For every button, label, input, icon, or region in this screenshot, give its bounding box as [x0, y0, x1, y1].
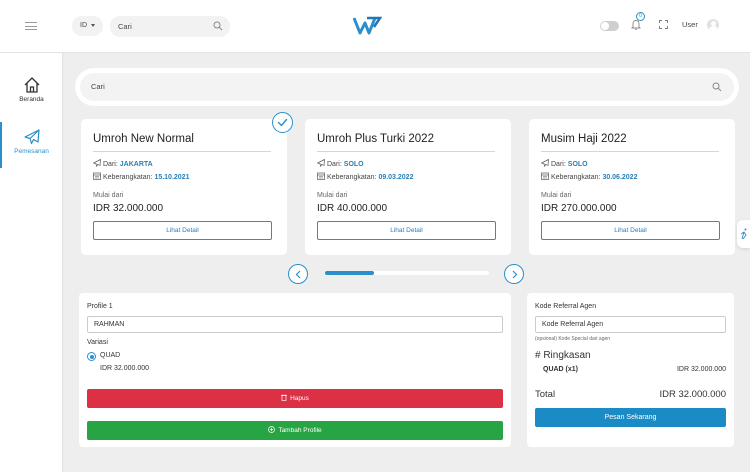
search-icon[interactable]	[712, 82, 722, 92]
total-label: Total	[535, 389, 556, 400]
package-card[interactable]: Umroh New Normal Dari: JAKARTA Keberangka…	[81, 119, 287, 255]
delete-profile-label: Hapus	[290, 395, 309, 402]
total-value: IDR 32.000.000	[659, 389, 726, 400]
departure-date-value: 30.06.2022	[602, 174, 638, 181]
sidebar-item-beranda[interactable]: Beranda	[0, 70, 63, 116]
add-profile-label: Tambah Profile	[278, 427, 322, 434]
airplane-icon	[317, 159, 325, 167]
bell-icon[interactable]	[631, 19, 641, 30]
package-card[interactable]: Umroh Plus Turki 2022 Dari: SOLO Keberang…	[305, 119, 511, 255]
starting-label: Mulai dari	[317, 192, 348, 199]
main-search-input[interactable]: Cari	[80, 73, 734, 101]
airplane-icon	[24, 129, 40, 145]
plus-circle-icon	[268, 426, 276, 433]
main-search-placeholder: Cari	[91, 82, 105, 91]
summary-panel: Kode Referral Agen Kode Referral Agen (o…	[527, 293, 734, 447]
carousel-progress[interactable]	[325, 271, 489, 275]
profile-name-input[interactable]: RAHMAN	[87, 316, 503, 333]
view-detail-button[interactable]: Lihat Detail	[317, 221, 496, 240]
delete-profile-button[interactable]: Hapus	[87, 389, 503, 408]
package-price: IDR 40.000.000	[317, 203, 388, 214]
package-card[interactable]: Musim Haji 2022 Dari: SOLO Keberangkatan:…	[529, 119, 735, 255]
divider	[317, 151, 495, 152]
header-search-input[interactable]: Cari	[110, 16, 230, 37]
chevron-down-icon	[90, 23, 95, 27]
divider	[541, 151, 719, 152]
user-label[interactable]: User	[682, 20, 698, 29]
airplane-icon	[541, 159, 549, 167]
calendar-icon	[317, 172, 325, 180]
carousel-next-button[interactable]	[504, 264, 524, 284]
view-detail-button[interactable]: Lihat Detail	[541, 221, 720, 240]
carousel-progress-fill	[325, 271, 375, 275]
summary-item-price: IDR 32.000.000	[676, 366, 726, 373]
airplane-icon	[93, 159, 101, 167]
variation-label: Variasi	[87, 339, 108, 346]
sidebar: Beranda Pemesanan	[0, 53, 63, 472]
fullscreen-icon[interactable]	[659, 20, 668, 29]
accessibility-icon	[740, 228, 747, 240]
referral-label: Kode Referral Agen	[535, 303, 597, 310]
referral-code-input[interactable]: Kode Referral Agen	[535, 316, 726, 333]
top-bar: ID Cari 0 User	[0, 0, 750, 53]
trash-icon	[281, 394, 288, 401]
search-icon[interactable]	[213, 21, 223, 31]
summary-item-name: QUAD (x1)	[543, 366, 579, 373]
sidebar-item-label: Pemesanan	[14, 148, 49, 155]
departure-city: Dari: SOLO	[541, 159, 588, 168]
package-title: Musim Haji 2022	[541, 133, 627, 145]
side-panel-toggle[interactable]	[737, 220, 750, 248]
language-label: ID	[80, 22, 87, 29]
package-title: Umroh New Normal	[93, 133, 194, 145]
departure-date-value: 15.10.2021	[154, 174, 190, 181]
referral-hint: (opsional) Kode Special dari agen	[535, 336, 611, 342]
chevron-right-icon	[512, 270, 518, 279]
summary-heading: # Ringkasan	[535, 350, 591, 361]
order-now-button[interactable]: Pesan Sekarang	[535, 408, 726, 427]
profile-panel: Profile 1 RAHMAN Variasi QUAD IDR 32.000…	[79, 293, 511, 447]
variation-option-label[interactable]: QUAD	[100, 352, 121, 359]
divider	[93, 151, 271, 152]
package-price: IDR 32.000.000	[93, 203, 164, 214]
add-profile-button[interactable]: Tambah Profile	[87, 421, 503, 440]
brand-logo	[353, 16, 383, 35]
header-search-placeholder: Cari	[118, 22, 132, 31]
avatar[interactable]	[707, 19, 719, 31]
profile-label: Profile 1	[87, 303, 113, 310]
menu-icon[interactable]	[25, 22, 37, 30]
departure-date: Keberangkatan: 15.10.2021	[93, 172, 189, 181]
departure-city-value: SOLO	[343, 161, 364, 168]
sidebar-item-pemesanan[interactable]: Pemesanan	[0, 122, 63, 168]
starting-label: Mulai dari	[541, 192, 572, 199]
chevron-left-icon	[295, 270, 301, 279]
selected-check-icon	[272, 112, 293, 133]
language-selector[interactable]: ID	[72, 16, 103, 36]
calendar-icon	[541, 172, 549, 180]
departure-date: Keberangkatan: 30.06.2022	[541, 172, 637, 181]
variation-radio[interactable]	[87, 352, 96, 361]
variation-price: IDR 32.000.000	[100, 365, 150, 372]
sidebar-item-label: Beranda	[19, 96, 44, 103]
home-icon	[24, 77, 40, 93]
departure-city-value: JAKARTA	[119, 161, 153, 168]
theme-toggle[interactable]	[600, 21, 619, 31]
notification-badge: 0	[636, 12, 645, 21]
calendar-icon	[93, 172, 101, 180]
starting-label: Mulai dari	[93, 192, 124, 199]
departure-city-value: SOLO	[567, 161, 588, 168]
departure-city: Dari: SOLO	[317, 159, 364, 168]
view-detail-button[interactable]: Lihat Detail	[93, 221, 272, 240]
departure-date: Keberangkatan: 09.03.2022	[317, 172, 413, 181]
carousel-prev-button[interactable]	[288, 264, 308, 284]
package-title: Umroh Plus Turki 2022	[317, 133, 434, 145]
departure-city: Dari: JAKARTA	[93, 159, 153, 168]
departure-date-value: 09.03.2022	[378, 174, 414, 181]
package-price: IDR 270.000.000	[541, 203, 617, 214]
